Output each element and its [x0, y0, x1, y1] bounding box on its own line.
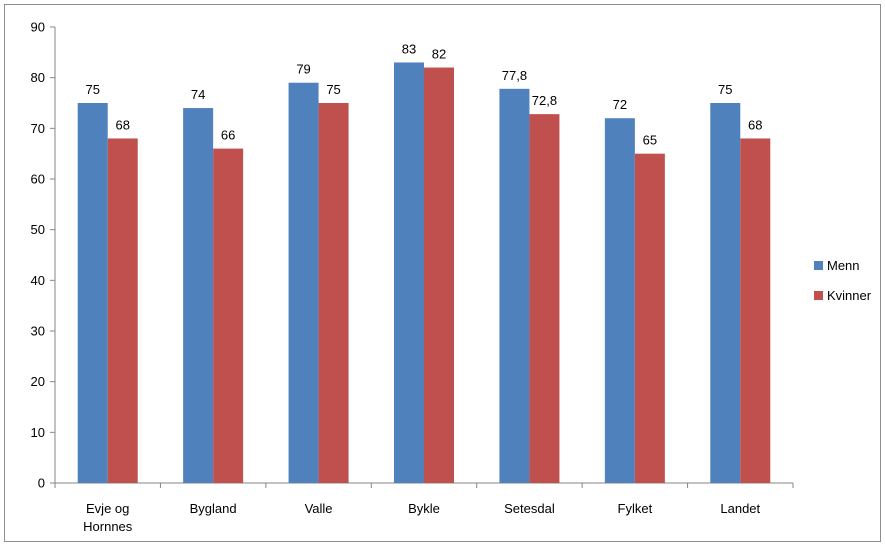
data-label: 83	[402, 41, 416, 56]
legend-swatch-kvinner	[814, 291, 823, 300]
bar-kvinner	[424, 67, 454, 484]
bar-kvinner	[213, 148, 244, 483]
x-tick-label: Bygland	[190, 501, 237, 516]
y-tick-label: 60	[31, 172, 45, 187]
data-label: 68	[115, 117, 129, 132]
bar-kvinner	[318, 103, 349, 483]
x-tick-label: Hornnes	[83, 519, 133, 534]
bar-kvinner	[107, 138, 138, 483]
y-tick-label: 90	[31, 20, 45, 35]
x-tick-label: Bykle	[408, 501, 440, 516]
y-tick-label: 20	[31, 374, 45, 389]
y-tick-label: 80	[31, 70, 45, 85]
bar-menn	[288, 82, 319, 483]
data-label: 82	[432, 47, 446, 62]
bar-menn	[183, 108, 214, 484]
y-tick-label: 70	[31, 121, 45, 136]
x-tick-label: Valle	[305, 501, 333, 516]
data-label: 66	[221, 128, 235, 143]
data-label: 77,8	[502, 68, 527, 83]
bar-menn	[394, 62, 424, 483]
y-tick-label: 50	[31, 222, 45, 237]
y-tick-label: 40	[31, 273, 45, 288]
bar-menn	[499, 88, 530, 484]
bar-menn	[77, 103, 108, 483]
bar-kvinner	[740, 138, 771, 483]
y-tick-label: 0	[38, 476, 45, 491]
legend-swatch-menn	[814, 261, 823, 270]
bar-menn	[710, 103, 741, 483]
y-tick-label: 30	[31, 324, 45, 339]
legend-label: Kvinner	[827, 288, 872, 303]
x-tick-label: Setesdal	[504, 501, 555, 516]
data-label: 75	[326, 82, 340, 97]
bar-menn	[604, 118, 635, 483]
x-tick-label: Evje og	[86, 501, 129, 516]
bar-kvinner	[529, 114, 560, 483]
data-label: 72,8	[532, 93, 557, 108]
bar-kvinner	[634, 153, 665, 483]
data-label: 72	[613, 97, 627, 112]
data-label: 75	[718, 82, 732, 97]
data-label: 68	[748, 117, 762, 132]
x-tick-label: Landet	[720, 501, 760, 516]
data-label: 79	[296, 62, 310, 77]
data-label: 74	[191, 87, 205, 102]
y-tick-label: 10	[31, 425, 45, 440]
legend-label: Menn	[827, 258, 860, 273]
data-label: 75	[85, 82, 99, 97]
data-label: 65	[643, 133, 657, 148]
x-tick-label: Fylket	[618, 501, 653, 516]
